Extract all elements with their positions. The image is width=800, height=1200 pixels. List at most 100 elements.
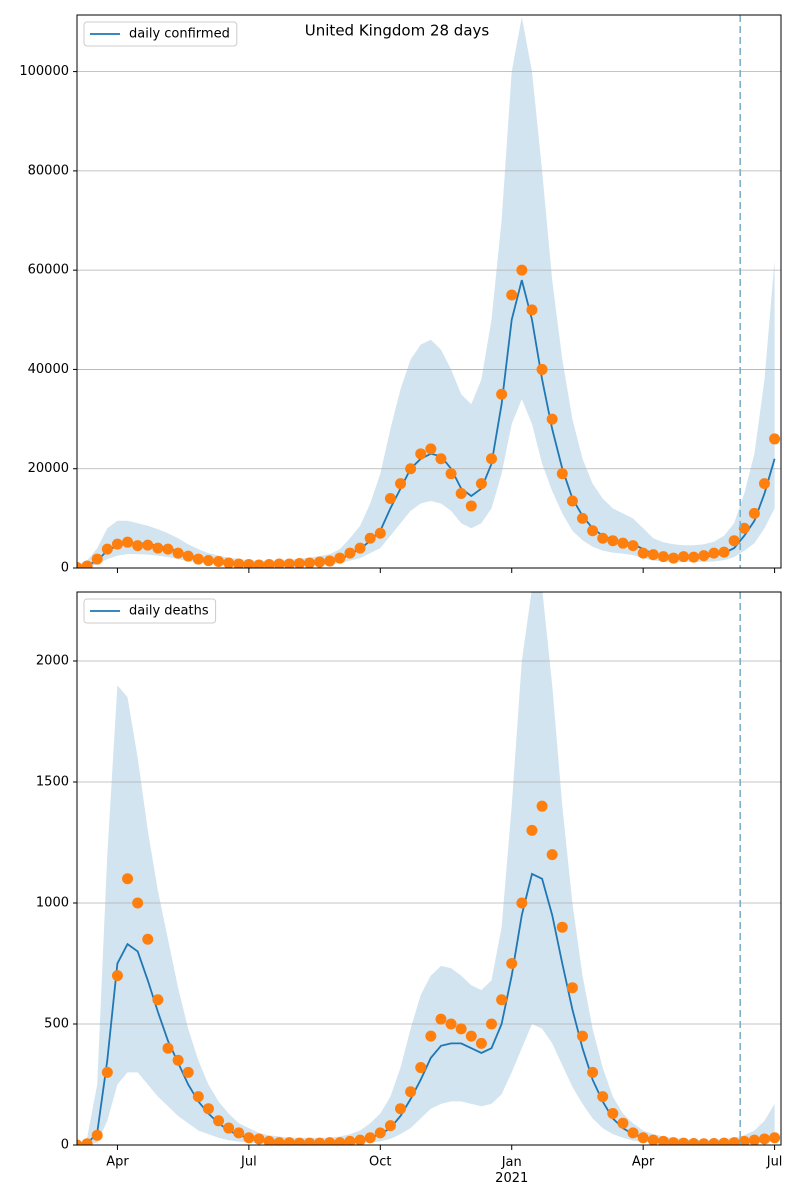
observed-point [223, 1122, 235, 1134]
axes-frame [76, 591, 782, 1146]
x-tick-label: Apr [106, 1155, 129, 1170]
y-tick-label: 20000 [28, 461, 69, 476]
observed-point [627, 540, 639, 552]
observed-point [678, 1137, 690, 1145]
observed-point [516, 264, 528, 276]
observed-point [101, 1066, 113, 1078]
x-tick-label: Jan 2021 [495, 1155, 528, 1186]
observed-point [738, 522, 750, 534]
observed-point [708, 547, 720, 559]
observed-point [688, 1138, 700, 1145]
observed-point [81, 1138, 93, 1145]
observed-point [253, 1133, 265, 1145]
observed-point [243, 1132, 255, 1144]
observed-point [192, 1091, 204, 1103]
observed-point [708, 1138, 720, 1145]
observed-point [132, 897, 144, 909]
observed-point [556, 921, 568, 933]
observed-point [698, 1138, 710, 1145]
y-tick-label: 60000 [28, 263, 69, 278]
observed-point [748, 507, 760, 519]
observed-point [475, 478, 487, 490]
observed-point [152, 994, 164, 1006]
observed-point [122, 873, 134, 885]
observed-point [577, 512, 588, 524]
observed-point [445, 1018, 457, 1030]
observed-point [465, 500, 477, 512]
observed-point [243, 559, 255, 568]
observed-point [213, 556, 225, 568]
observed-point [273, 558, 285, 568]
y-tick-label: 0 [61, 561, 69, 576]
observed-point [202, 555, 214, 567]
observed-point [283, 558, 295, 568]
observed-point [486, 1018, 498, 1030]
observed-point [475, 1037, 487, 1049]
observed-point [647, 1134, 659, 1145]
observed-point [101, 543, 113, 555]
observed-point [758, 478, 770, 490]
legend-label: daily deaths [129, 604, 209, 619]
x-tick-label: Jul [240, 1155, 257, 1170]
y-tick-label: 2000 [36, 653, 69, 668]
observed-point [233, 1127, 245, 1139]
observed-point [698, 550, 710, 562]
observed-point [637, 1132, 649, 1144]
observed-point [314, 556, 326, 568]
observed-point [253, 559, 265, 568]
observed-point [688, 551, 700, 563]
observed-point [395, 478, 407, 490]
legend-box [83, 21, 238, 47]
observed-point [577, 1030, 588, 1042]
observed-point [233, 558, 245, 568]
y-tick-label: 40000 [28, 362, 69, 377]
observed-point [455, 1023, 467, 1035]
observed-point [364, 1132, 376, 1144]
observed-point [314, 1137, 326, 1145]
observed-point [728, 1137, 740, 1145]
observed-point [334, 552, 346, 564]
observed-point [263, 1135, 275, 1145]
observed-point [506, 289, 518, 301]
observed-point [496, 388, 508, 400]
observed-point [77, 562, 83, 568]
observed-point [152, 542, 164, 554]
observed-point [304, 557, 316, 568]
observed-point [486, 453, 498, 465]
observed-point [354, 1134, 366, 1145]
observed-point [77, 1139, 83, 1145]
observed-point [384, 493, 396, 505]
observed-point [617, 1117, 629, 1129]
observed-point [405, 1086, 417, 1098]
y-tick-label: 500 [44, 1016, 69, 1031]
uncertainty-band [77, 17, 775, 568]
observed-point [111, 970, 123, 982]
observed-point [769, 433, 781, 445]
chart-title: United Kingdom 28 days [305, 22, 490, 40]
observed-point [566, 495, 578, 507]
observed-point [678, 551, 690, 563]
x-tick-label: Apr [632, 1155, 655, 1170]
observed-point [374, 1127, 386, 1139]
observed-point [667, 1137, 679, 1145]
observed-point [617, 537, 629, 549]
observed-point [263, 559, 275, 568]
observed-point [374, 527, 386, 539]
observed-point [111, 538, 123, 550]
observed-point [334, 1137, 346, 1145]
observed-point [182, 550, 194, 562]
observed-point [435, 453, 447, 465]
observed-point [667, 552, 679, 564]
observed-point [192, 553, 204, 565]
observed-point [344, 547, 356, 559]
observed-point [425, 1030, 437, 1042]
y-tick-label: 1000 [36, 895, 69, 910]
observed-point [587, 1066, 599, 1078]
observed-point [162, 543, 174, 555]
observed-point [122, 536, 134, 548]
observed-point [607, 1108, 619, 1120]
observed-point [465, 1030, 477, 1042]
observed-point [273, 1137, 285, 1145]
x-tick-label: Jul [766, 1155, 783, 1170]
